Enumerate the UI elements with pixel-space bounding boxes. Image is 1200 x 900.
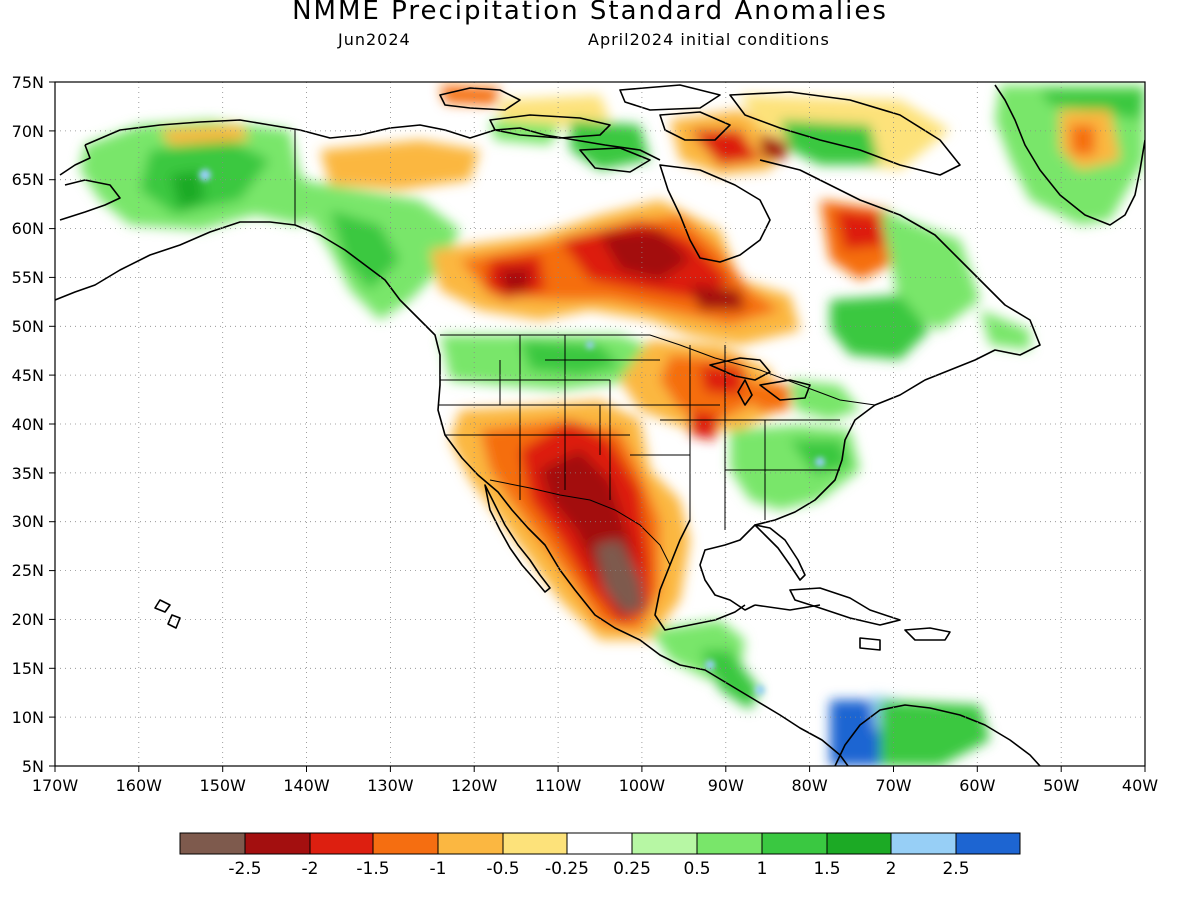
colorbar-label: -1 (430, 859, 447, 879)
lon-label: 90W (708, 776, 744, 795)
lat-label: 65N (12, 170, 44, 189)
colorbar-swatch (566, 832, 633, 855)
colorbar-swatch (890, 832, 957, 855)
colorbar-swatch (631, 832, 698, 855)
lat-label: 35N (12, 464, 44, 483)
colorbar-label: -0.5 (486, 859, 519, 879)
lat-label: 15N (12, 659, 44, 678)
lat-label: 55N (12, 268, 44, 287)
lon-label: 160W (116, 776, 163, 795)
colorbar-swatch (244, 832, 311, 855)
lat-label: 10N (12, 708, 44, 727)
lon-label: 150W (200, 776, 247, 795)
forecast-month: Jun2024 (338, 30, 411, 49)
lon-label: 140W (283, 776, 330, 795)
lon-label: 120W (451, 776, 498, 795)
colorbar-label: 2 (886, 859, 897, 879)
colorbar-labels: -2.5 -2 -1.5 -1 -0.5 -0.25 0.25 0.5 1 1.… (228, 859, 969, 879)
lon-label: 40W (1122, 776, 1158, 795)
anomaly-field (80, 85, 1145, 766)
axis-ticks (49, 81, 1146, 772)
lat-label: 70N (12, 122, 44, 141)
colorbar-label: -2 (302, 859, 319, 879)
lon-label: 80W (792, 776, 828, 795)
lon-label: 170W (32, 776, 79, 795)
colorbar-label: -1.5 (356, 859, 389, 879)
lat-label: 25N (12, 561, 44, 580)
colorbar-label: -0.25 (545, 859, 589, 879)
lat-label: 20N (12, 610, 44, 629)
colorbar-swatch (826, 832, 892, 855)
colorbar-swatch (179, 832, 246, 855)
colorbar-label: 2.5 (942, 859, 969, 879)
map-title: NMME Precipitation Standard Anomalies (292, 0, 888, 26)
colorbar-swatch (437, 832, 504, 855)
graticule (55, 82, 1145, 766)
initial-conditions: April2024 initial conditions (588, 30, 830, 49)
lon-label: 60W (959, 776, 995, 795)
lon-label: 100W (619, 776, 666, 795)
lon-label: 130W (367, 776, 414, 795)
lon-label: 110W (535, 776, 582, 795)
lat-label: 60N (12, 219, 44, 238)
colorbar-swatch (955, 832, 1021, 855)
lat-label: 30N (12, 512, 44, 531)
colorbar-label: 0.5 (683, 859, 710, 879)
lat-label: 45N (12, 366, 44, 385)
colorbar-swatch (372, 832, 439, 855)
lat-label: 40N (12, 415, 44, 434)
latitude-labels: 75N 70N 65N 60N 55N 50N 45N 40N 35N 30N … (12, 73, 44, 776)
lat-label: 5N (22, 757, 44, 776)
colorbar-swatch (502, 832, 568, 855)
colorbar-swatch (761, 832, 828, 855)
lat-label: 75N (12, 73, 44, 92)
colorbar-label: 1.5 (813, 859, 840, 879)
lon-label: 70W (875, 776, 911, 795)
longitude-labels: 170W 160W 150W 140W 130W 120W 110W 100W … (32, 776, 1158, 795)
colorbar-swatch (309, 832, 374, 855)
colorbar (179, 832, 1021, 855)
lat-label: 50N (12, 317, 44, 336)
colorbar-label: 0.25 (613, 859, 651, 879)
lon-label: 50W (1043, 776, 1079, 795)
colorbar-label: -2.5 (228, 859, 261, 879)
colorbar-swatch (696, 832, 763, 855)
colorbar-label: 1 (757, 859, 768, 879)
